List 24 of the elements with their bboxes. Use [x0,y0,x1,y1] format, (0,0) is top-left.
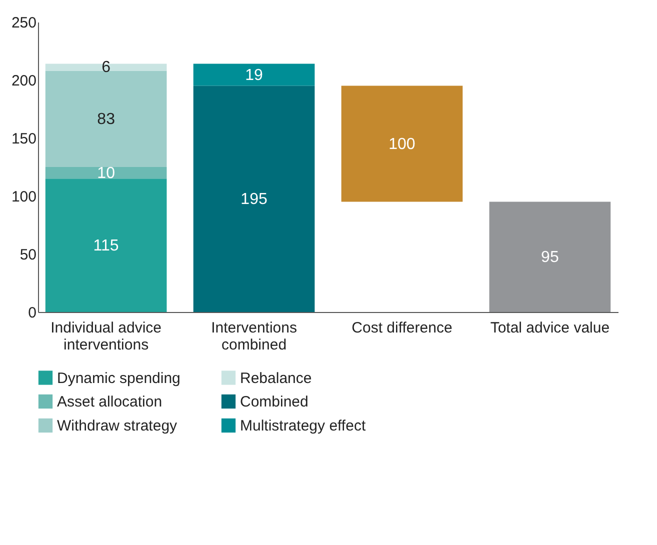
x-tick-label: Individual advice interventions [50,320,162,354]
legend-label: Rebalance [240,370,312,387]
data-label: 100 [388,136,416,153]
data-label: 115 [93,237,119,254]
legend-label: Withdraw strategy [57,418,178,434]
legend-label: Combined [240,394,308,410]
x-tick-label: Cost difference [352,320,452,336]
data-label: 10 [97,164,116,182]
y-tick-label: 200 [11,72,36,90]
data-label: 95 [541,248,559,266]
legend-label: Asset allocation [57,394,162,410]
x-tick-label: Interventions combined [211,320,297,354]
legend-label: Dynamic spending [57,370,180,387]
data-label: 83 [97,110,116,128]
data-label: 195 [240,190,268,208]
y-tick-label: 50 [20,246,36,264]
y-tick-label: 150 [11,130,36,148]
data-label: 19 [245,66,264,84]
x-tick-label: Total advice value [490,320,610,336]
y-tick-label: 100 [11,188,36,206]
data-label: 6 [102,59,111,76]
y-tick-label: 0 [28,304,36,322]
y-tick-label: 250 [11,14,36,32]
legend-label: Multistrategy effect [240,418,366,434]
